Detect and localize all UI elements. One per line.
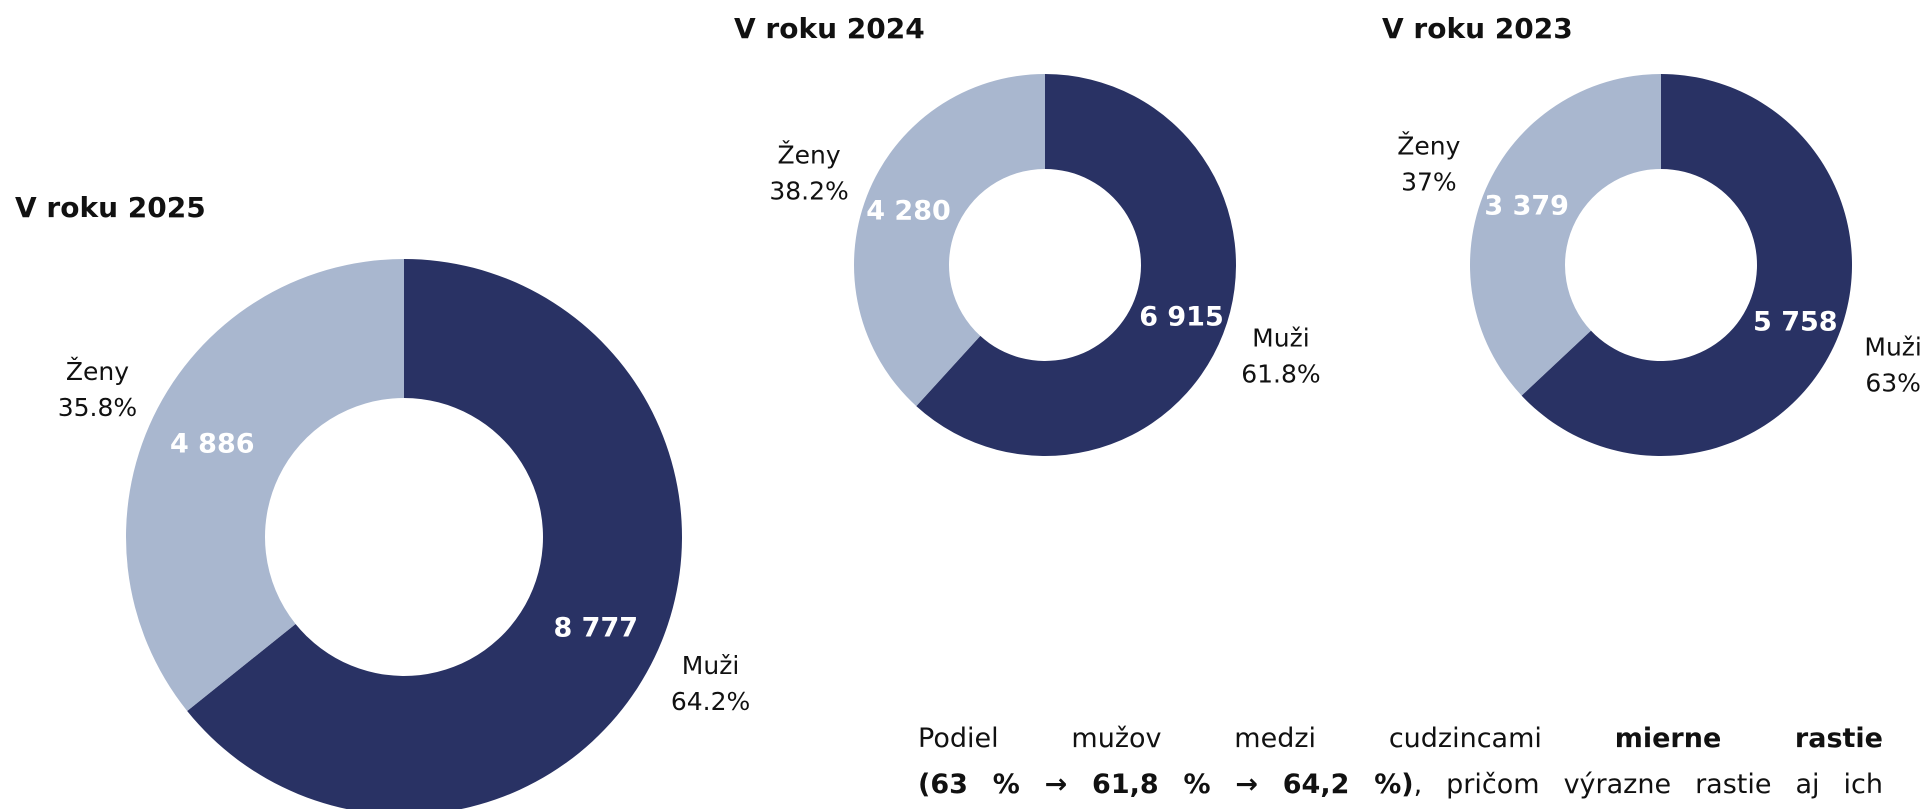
percent-label: 61.8% [1241,359,1320,388]
donut-slice [187,259,682,809]
donut-slice [916,74,1237,456]
bold-text: (63 % → 61,8 % → 64,2 %) [918,769,1414,800]
text-line: Podiel mužov medzi cudzincami mierne ras… [918,716,1883,762]
percent-label: 64.2% [671,687,750,716]
text: , pričom výrazne rastie aj ich [1413,769,1883,800]
chart-title: V roku 2025 [15,191,206,224]
percent-label: 63% [1865,369,1921,398]
paragraph: Podiel mužov medzi cudzincami mierne ras… [918,716,1883,808]
value-label: 6 915 [1139,301,1224,332]
bold-text: mierne rastie [1614,723,1883,754]
category-label: Muži [682,651,739,680]
percent-label: 38.2% [769,177,848,206]
category-label: Ženy [778,141,841,170]
donut-chart: V roku 2025 8 777 Muži 64.2% 4 886 Ženy 35.8% [15,191,750,809]
value-label: 8 777 [553,612,638,643]
donut-chart: V roku 2024 6 915 Muži 61.8% 4 280 Ženy 38.2% [734,12,1321,456]
value-label: 3 379 [1484,190,1569,221]
value-label: 5 758 [1753,307,1838,338]
category-label: Ženy [66,357,129,386]
donut-slice [1470,74,1661,396]
category-label: Muži [1252,323,1309,352]
donut-slice [1521,74,1852,456]
percent-label: 35.8% [58,393,137,422]
donut-slice [854,74,1045,407]
text: Podiel mužov medzi cudzincami [918,723,1542,754]
percent-label: 37% [1401,167,1457,196]
category-label: Ženy [1397,131,1460,160]
value-label: 4 280 [866,196,951,227]
category-label: Muži [1864,333,1921,362]
value-label: 4 886 [170,429,255,460]
text-line: (63 % → 61,8 % → 64,2 %), pričom výrazne… [918,762,1883,808]
donut-slice [125,259,405,711]
chart-title: V roku 2023 [1382,12,1573,45]
chart-title: V roku 2024 [734,12,925,45]
donut-chart: V roku 2023 5 758 Muži 63% 3 379 Ženy 37% [1382,12,1922,456]
